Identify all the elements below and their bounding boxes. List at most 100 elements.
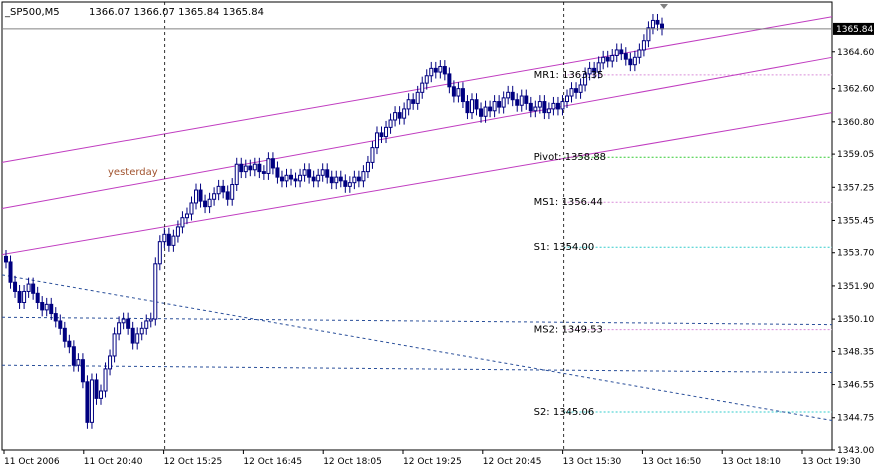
candle: [460, 82, 465, 109]
candle: [189, 196, 194, 221]
candle: [230, 178, 235, 206]
candle-body: [58, 320, 63, 329]
candle: [80, 353, 85, 389]
x-tick-label: 13 Oct 16:50: [642, 457, 701, 467]
plot-area: [1, 1, 833, 451]
candle: [221, 179, 226, 199]
candle-body: [239, 163, 244, 173]
candle-body: [492, 101, 497, 112]
candle: [279, 170, 284, 188]
candle: [40, 296, 45, 317]
candle-body: [94, 379, 99, 399]
candle-body: [31, 283, 36, 294]
level-label: S1: 1354.00: [534, 242, 595, 253]
candle: [175, 220, 180, 243]
y-tick-label: 1344.75: [837, 414, 874, 424]
candle: [587, 61, 592, 81]
candle-body: [619, 49, 624, 55]
candle-body: [230, 184, 235, 200]
candle: [203, 194, 208, 214]
candle: [35, 286, 40, 309]
trend-line: [1, 364, 833, 374]
candle-body: [542, 101, 547, 114]
candle-body: [26, 283, 31, 292]
candle-body: [510, 91, 515, 101]
candle-body: [85, 381, 90, 423]
candle: [325, 163, 330, 184]
trend-lines: [1, 274, 833, 421]
y-tick-label: 1346.55: [837, 381, 874, 391]
candle: [243, 159, 248, 179]
candle: [261, 165, 266, 180]
candle-body: [660, 23, 664, 30]
candle: [293, 172, 298, 188]
candle-body: [415, 91, 420, 104]
candle-body: [270, 158, 275, 169]
level-label: MS1: 1356.44: [534, 197, 603, 208]
candle: [13, 275, 18, 298]
level-label: MS2: 1349.53: [534, 325, 603, 336]
candle: [415, 85, 420, 110]
y-tick-label: 1351.90: [837, 282, 874, 292]
level-labels: MR1: 1363.35 Pivot: 1358.88 MS1: 1356.44 S1…: [534, 70, 606, 418]
y-tick-label: 1357.25: [837, 183, 874, 193]
candle-body: [198, 189, 203, 202]
candle-body: [388, 119, 393, 128]
x-tick-label: 12 Oct 16:45: [243, 457, 302, 467]
candle-body: [135, 333, 140, 344]
candle-body: [592, 67, 597, 73]
candle-body: [44, 303, 49, 311]
candle: [316, 168, 321, 188]
candle: [388, 113, 393, 134]
scroll-marker-icon[interactable]: [660, 4, 668, 9]
x-tick-label: 13 Oct 19:30: [802, 457, 861, 467]
x-tick-label: 11 Oct 2006: [4, 457, 60, 467]
candle: [469, 93, 474, 120]
session-separators: [164, 2, 565, 450]
candle: [126, 312, 131, 335]
candle: [465, 95, 470, 120]
candle: [628, 52, 633, 72]
candle-body: [583, 73, 588, 86]
y-tick-label: 1355.45: [837, 216, 874, 226]
candle-body: [8, 261, 13, 283]
candle: [506, 85, 511, 105]
candle-body: [515, 99, 520, 106]
candle-body: [560, 101, 565, 110]
candle-body: [49, 303, 54, 315]
y-tick-label: 1343.00: [837, 446, 874, 456]
candle: [352, 170, 357, 190]
candle-body: [601, 56, 606, 64]
candle-body: [623, 53, 628, 60]
candle: [356, 170, 361, 188]
candle: [108, 349, 113, 376]
candle-body: [347, 182, 352, 187]
candle-body: [528, 102, 533, 112]
candle-body: [71, 346, 76, 366]
candle-body: [424, 75, 429, 84]
candle: [266, 152, 271, 180]
candle-body: [587, 67, 592, 75]
candle-body: [180, 217, 185, 228]
trend-line: [1, 316, 833, 326]
candle-body: [469, 99, 474, 114]
candle: [474, 93, 479, 116]
candle-body: [442, 66, 447, 75]
x-tick-label: 12 Oct 19:25: [403, 457, 462, 467]
candle-body: [433, 67, 438, 73]
candle-body: [420, 82, 425, 93]
candle-body: [519, 95, 524, 106]
candle-body: [171, 235, 176, 246]
candle: [4, 249, 8, 269]
candle: [564, 89, 569, 109]
candle: [542, 95, 547, 120]
candle: [578, 78, 583, 99]
y-tick-label: 1362.60: [837, 85, 874, 95]
candle: [162, 227, 167, 249]
candle-body: [356, 176, 361, 182]
candle-body: [628, 58, 633, 66]
candle: [71, 340, 76, 372]
candle-body: [501, 97, 506, 108]
candle-body: [578, 84, 583, 93]
